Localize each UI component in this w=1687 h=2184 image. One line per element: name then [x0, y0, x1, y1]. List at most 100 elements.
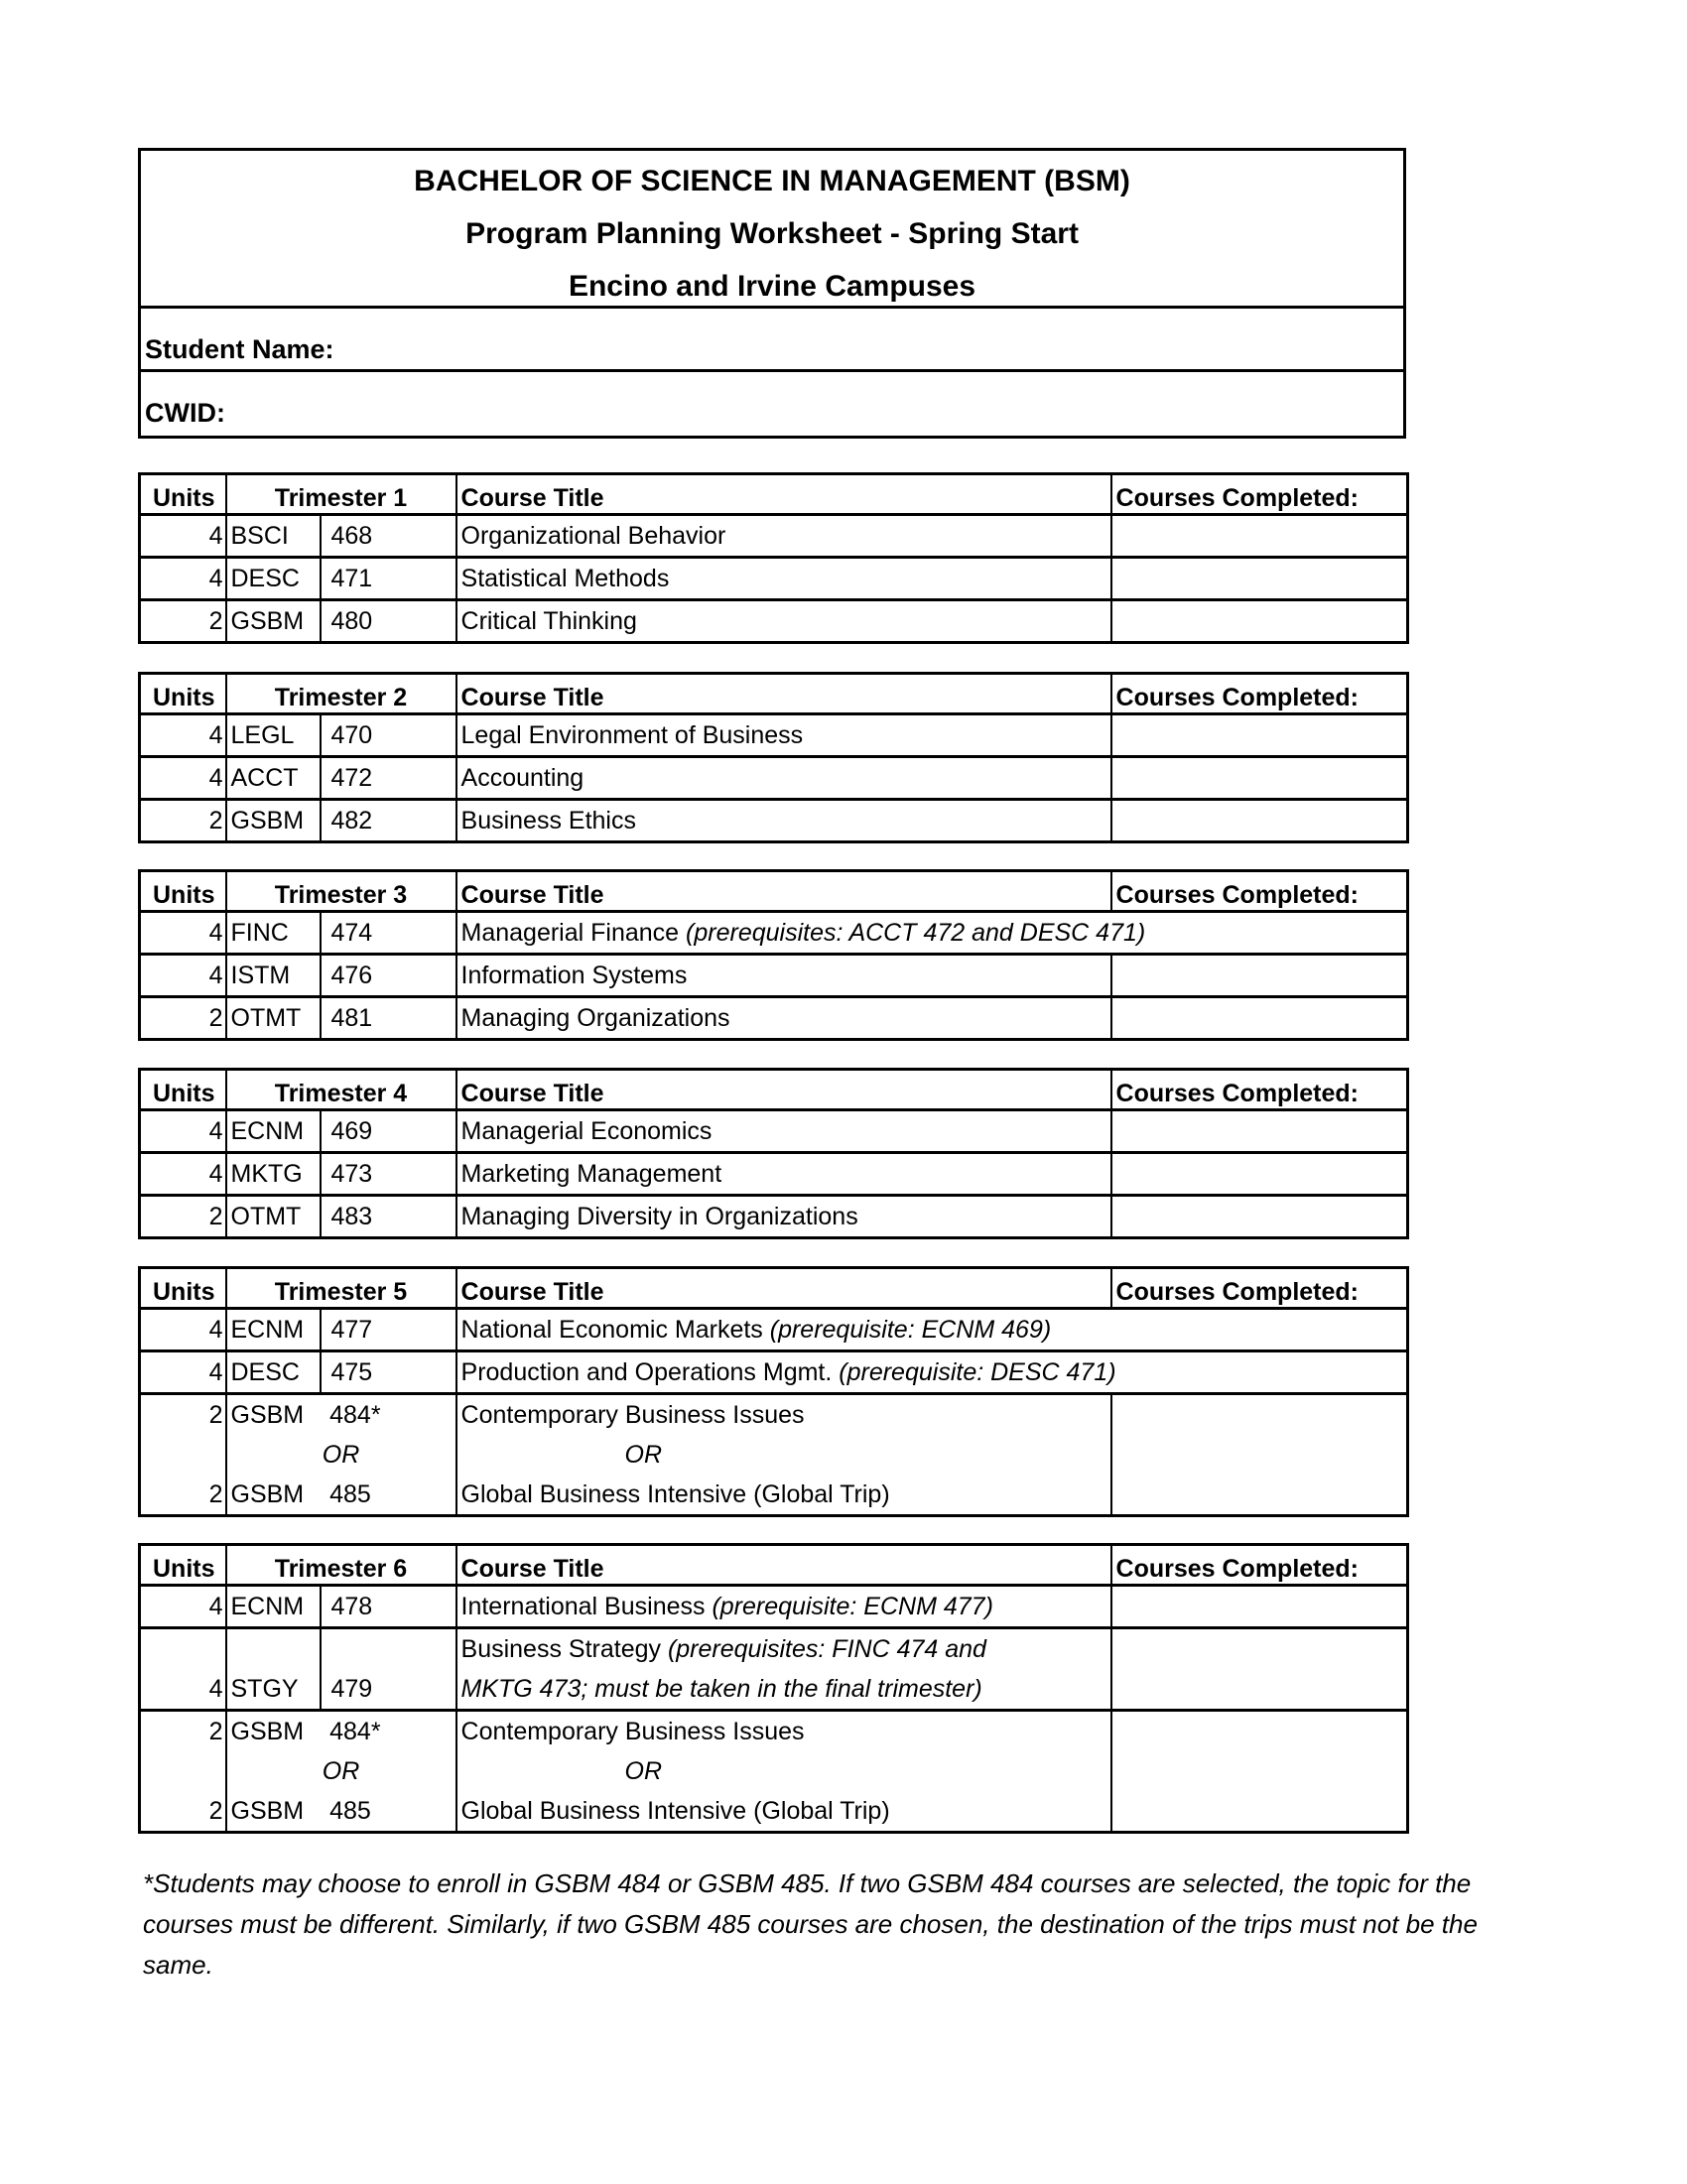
course-number-cell: 469: [319, 1108, 457, 1154]
units-cell: 2: [138, 995, 227, 1041]
course-name: Marketing Management: [460, 1160, 722, 1188]
course-number: 472: [330, 764, 373, 792]
course-title-cell: Managing Organizations: [454, 995, 1112, 1041]
courses-completed-checkbox-cell[interactable]: [1109, 1151, 1409, 1197]
courses-completed-checkbox-cell[interactable]: [1109, 1584, 1409, 1629]
course-number: 470: [330, 721, 373, 749]
courses-completed-checkbox-cell[interactable]: [1109, 995, 1409, 1041]
course-number: 481: [330, 1004, 373, 1032]
courses-completed-checkbox-cell[interactable]: [1109, 798, 1409, 843]
table-header-row: Units Trimester 5 Course Title Courses Comp…: [138, 1266, 1409, 1310]
title-block: BACHELOR OF SCIENCE IN MANAGEMENT (BSM) …: [141, 151, 1403, 309]
courses-completed-header: Courses Completed:: [1109, 869, 1409, 913]
course-title-cell: Legal Environment of Business: [454, 712, 1112, 758]
table-header-row: Units Trimester 1 Course Title Courses Comp…: [138, 472, 1409, 516]
courses-completed-checkbox-cell[interactable]: [1109, 1626, 1409, 1712]
course-title-cell: Critical Thinking: [454, 598, 1112, 644]
units-value: [145, 1751, 223, 1791]
course-number-cell: 476: [319, 953, 457, 998]
course-title-cell: Production and Operations Mgmt. (prerequ…: [454, 1349, 1409, 1395]
course-number-cell: 470: [319, 712, 457, 758]
course-code-cell: ECNM: [224, 1307, 322, 1352]
course-name: Managing Diversity in Organizations: [460, 1203, 858, 1230]
course-number-cell: 477: [319, 1307, 457, 1352]
course-number-cell: 468: [319, 513, 457, 559]
course-number-cell: 473: [319, 1151, 457, 1197]
course-title-cell: Managing Diversity in Organizations: [454, 1194, 1112, 1239]
course-title-cell: International Business (prerequisite: EC…: [454, 1584, 1112, 1629]
courses-completed-checkbox-cell[interactable]: [1109, 1709, 1409, 1834]
course-name: Global Business Intensive (Global Trip): [460, 1480, 890, 1508]
program-title: BACHELOR OF SCIENCE IN MANAGEMENT (BSM): [414, 165, 1130, 197]
course-code-cell: DESC: [224, 556, 322, 601]
or-label: OR: [322, 1757, 360, 1785]
course-code-cell: LEGL: [224, 712, 322, 758]
prerequisite-note: (prerequisite: DESC 471): [839, 1358, 1116, 1386]
course-name: Business Ethics: [460, 807, 636, 835]
course-dept: ECNM: [230, 1117, 305, 1145]
course-number: 469: [330, 1117, 373, 1145]
course-number: 484*: [329, 1718, 381, 1745]
courses-completed-checkbox-cell[interactable]: [1109, 598, 1409, 644]
units-value: 4: [208, 919, 223, 947]
course-name: Managerial Finance: [460, 919, 687, 947]
course-title-cell: Marketing Management: [454, 1151, 1112, 1197]
course-dept: [231, 1631, 316, 1670]
course-title-cell: Information Systems: [454, 953, 1112, 998]
course-title: Contemporary Business Issues: [461, 1714, 1106, 1752]
course-title-cell: Business Strategy (prerequisites: FINC 4…: [454, 1626, 1112, 1712]
trimester-6-table: Units Trimester 6 Course Title Courses Comp…: [138, 1543, 1410, 1834]
units-cell: 4: [138, 712, 227, 758]
student-name-field[interactable]: Student Name:: [141, 309, 1403, 372]
student-name-label: Student Name:: [145, 334, 334, 364]
campuses-label: Encino and Irvine Campuses: [568, 270, 976, 303]
course-number-cell: 483: [319, 1194, 457, 1239]
courses-completed-checkbox-cell[interactable]: [1109, 1194, 1409, 1239]
units-cell: 4: [138, 953, 227, 998]
course-title-cell: Managerial Finance (prerequisites: ACCT …: [454, 910, 1409, 956]
course-dept: GSBM: [230, 1401, 305, 1429]
units-cell: 4: [138, 910, 227, 956]
units-header: Units: [138, 672, 227, 715]
units-cell: 4: [138, 1151, 227, 1197]
courses-completed-checkbox-cell[interactable]: [1109, 513, 1409, 559]
course-title: Global Business Intensive (Global Trip): [461, 1791, 1106, 1830]
table-row: 4 BSCI 468 Organizational Behavior: [138, 513, 1409, 559]
courses-completed-checkbox-cell[interactable]: [1109, 1108, 1409, 1154]
courses-completed-checkbox-cell[interactable]: [1109, 712, 1409, 758]
units-cell: 4: [138, 556, 227, 601]
course-title-header: Course Title: [454, 869, 1112, 913]
course-name: Information Systems: [460, 962, 688, 989]
course-title: Marketing Management: [460, 1156, 1106, 1193]
table-row: 4 ISTM 476 Information Systems: [138, 953, 1409, 998]
courses-completed-checkbox-cell[interactable]: [1109, 1392, 1409, 1517]
course-title: Contemporary Business Issues: [461, 1397, 1106, 1436]
course-number: 474: [330, 919, 373, 947]
courses-completed-checkbox-cell[interactable]: [1109, 953, 1409, 998]
course-number: 484*: [329, 1401, 381, 1429]
units-value: 4: [208, 962, 223, 989]
course-title: Production and Operations Mgmt. (prerequ…: [461, 1354, 1403, 1391]
cwid-label: CWID:: [145, 398, 225, 428]
courses-completed-checkbox-cell[interactable]: [1109, 556, 1409, 601]
courses-completed-checkbox-cell[interactable]: [1109, 755, 1409, 801]
table-row: 4 FINC 474 Managerial Finance (prerequisite…: [138, 910, 1409, 956]
or-label: OR: [322, 1441, 360, 1469]
worksheet-header: BACHELOR OF SCIENCE IN MANAGEMENT (BSM) …: [138, 148, 1406, 439]
trimester-header: Trimester 3: [224, 869, 457, 913]
units-cell: 4: [138, 1108, 227, 1154]
course-dept: MKTG: [230, 1160, 303, 1188]
course-title: Legal Environment of Business: [461, 717, 1106, 754]
course-number: 477: [330, 1316, 373, 1344]
cwid-field[interactable]: CWID:: [141, 372, 1403, 436]
units-value: 2: [208, 1004, 223, 1032]
units-value: 2: [208, 1718, 223, 1745]
course-number-cell: 474: [319, 910, 457, 956]
course-title-cell: National Economic Markets (prerequisite:…: [454, 1307, 1409, 1352]
course-number: 485: [329, 1480, 371, 1508]
trimester-5-table: Units Trimester 5 Course Title Courses Comp…: [138, 1266, 1410, 1517]
units-header: Units: [138, 472, 227, 516]
units-value: 4: [208, 522, 223, 550]
trimester-header: Trimester 6: [224, 1543, 457, 1587]
units-value: 4: [208, 1593, 223, 1620]
